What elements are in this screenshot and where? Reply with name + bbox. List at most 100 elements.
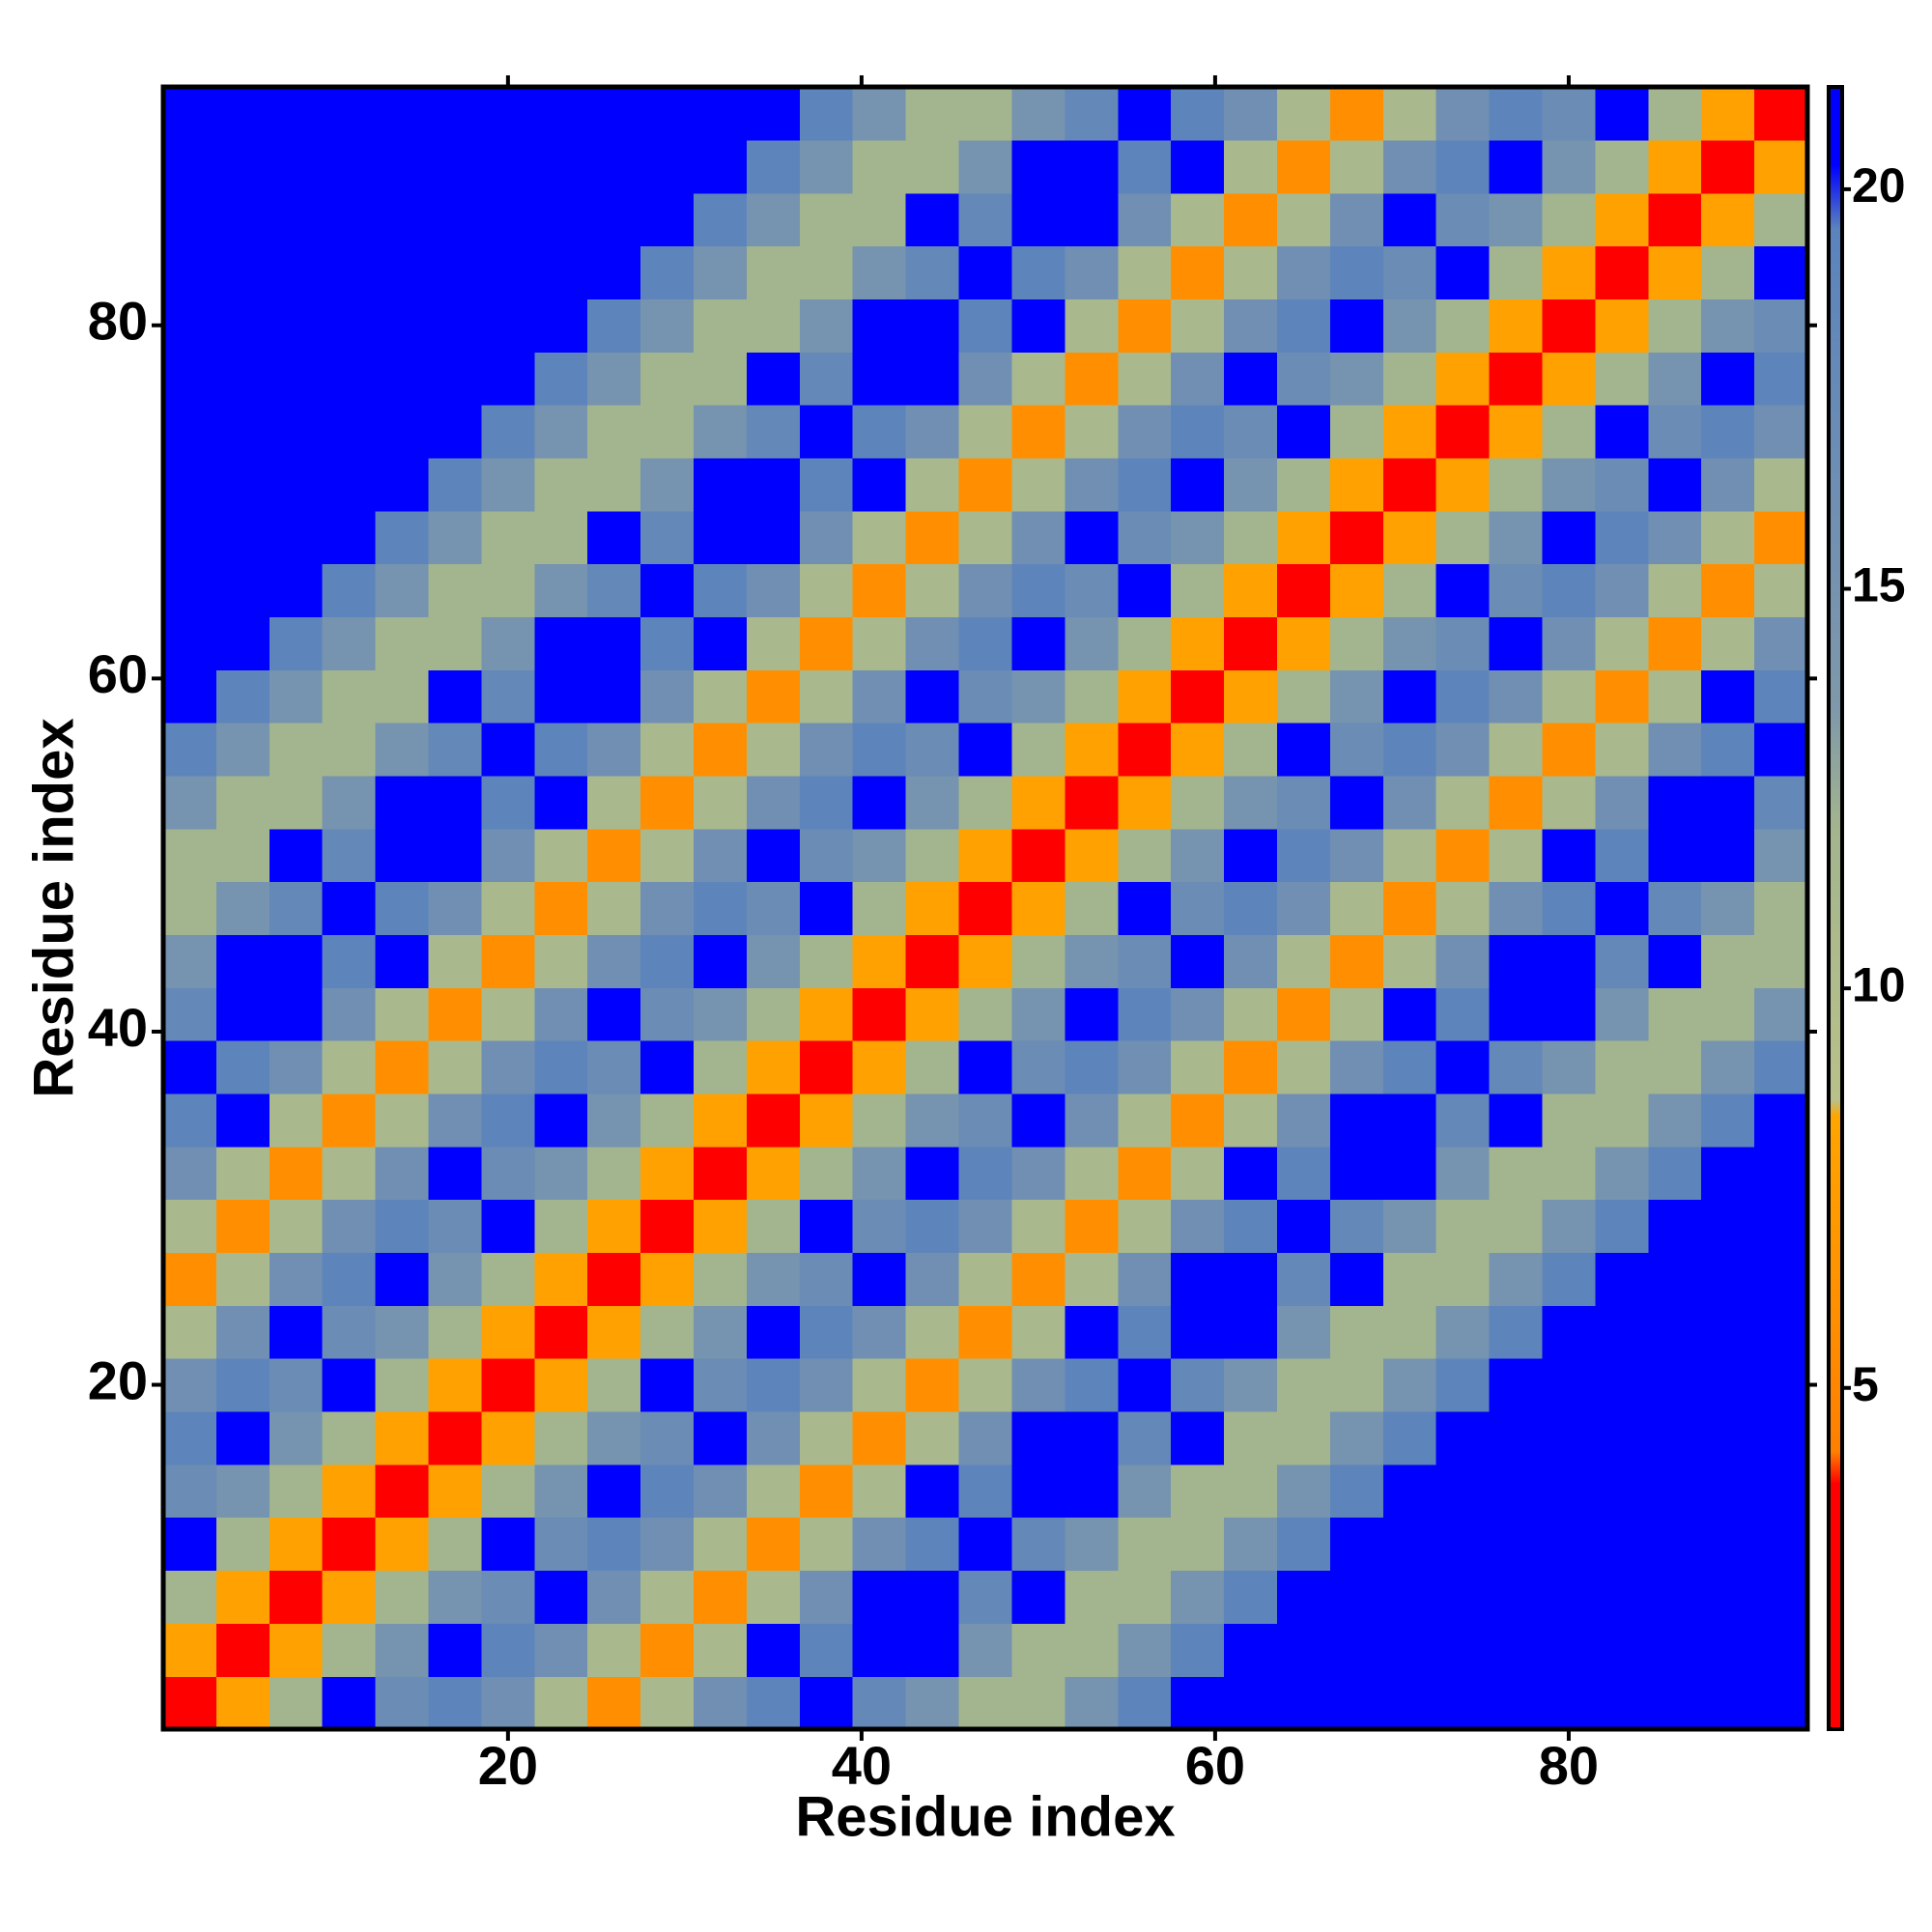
heatmap-cell: [163, 1676, 217, 1730]
heatmap-cell: [1382, 723, 1437, 777]
heatmap-cell: [322, 828, 377, 883]
heatmap-cell: [163, 1093, 217, 1148]
heatmap-cell: [1118, 669, 1172, 724]
heatmap-cell: [1435, 1463, 1491, 1519]
heatmap-cell: [1435, 1252, 1491, 1306]
heatmap-cell: [322, 298, 377, 353]
heatmap-cell: [1224, 828, 1278, 883]
heatmap-cell: [799, 510, 854, 565]
heatmap-cell: [534, 405, 588, 459]
heatmap-cell: [587, 1410, 641, 1465]
heatmap-cell: [1701, 405, 1755, 459]
heatmap-cell: [852, 669, 907, 724]
heatmap-cell: [1754, 669, 1808, 724]
heatmap-cell: [1648, 1358, 1702, 1412]
heatmap-cell: [1276, 1252, 1331, 1306]
heatmap-cell: [1276, 1305, 1331, 1359]
heatmap-cell: [1065, 245, 1119, 299]
heatmap-cell: [428, 1146, 483, 1201]
heatmap-cell: [1542, 1199, 1596, 1254]
heatmap-cell: [1118, 881, 1172, 936]
heatmap-cell: [428, 1676, 483, 1730]
colorbar-tick-label: 10: [1852, 957, 1906, 1011]
heatmap-cell: [1648, 1676, 1702, 1730]
heatmap-cell: [215, 1623, 270, 1677]
heatmap-cell: [534, 1252, 588, 1306]
heatmap-cell: [1011, 1358, 1065, 1412]
heatmap-cell: [1489, 1358, 1544, 1412]
x-axis-title: Residue index: [795, 1785, 1175, 1848]
heatmap-cell: [905, 1093, 960, 1148]
heatmap-cell: [1382, 1517, 1437, 1572]
heatmap-cell: [1118, 987, 1172, 1041]
heatmap-cell: [1224, 616, 1278, 670]
heatmap-cell: [428, 934, 483, 988]
heatmap-cell: [1595, 1676, 1649, 1730]
heatmap-cell: [1382, 192, 1437, 247]
heatmap-cell: [1382, 1676, 1437, 1730]
heatmap-cell: [322, 245, 377, 299]
heatmap-cell: [1648, 1252, 1702, 1306]
heatmap-cell: [1595, 139, 1649, 194]
heatmap-cell: [1382, 669, 1437, 724]
heatmap-cell: [1329, 934, 1384, 988]
heatmap-cell: [1701, 723, 1755, 777]
heatmap-cell: [428, 1570, 483, 1624]
heatmap-cell: [1435, 1623, 1491, 1677]
heatmap-cell: [587, 1517, 641, 1572]
heatmap-cell: [163, 669, 217, 724]
heatmap-cell: [1542, 1676, 1596, 1730]
heatmap-cell: [534, 1570, 588, 1624]
heatmap-cell: [1276, 669, 1331, 724]
heatmap-cell: [958, 510, 1013, 565]
heatmap-cell: [481, 1093, 535, 1148]
heatmap-cell: [1118, 1358, 1172, 1412]
heatmap-cell: [905, 352, 960, 406]
heatmap-cell: [1224, 1623, 1278, 1677]
heatmap-cell: [1435, 1517, 1491, 1572]
heatmap-cell: [852, 510, 907, 565]
heatmap-cell: [428, 1358, 483, 1412]
heatmap-cell: [1276, 616, 1331, 670]
heatmap-cell: [1435, 510, 1491, 565]
heatmap-cell: [1171, 987, 1225, 1041]
heatmap-cell: [587, 828, 641, 883]
heatmap-cell: [215, 87, 270, 141]
heatmap-cell: [163, 245, 217, 299]
heatmap-cell: [1754, 1093, 1808, 1148]
heatmap-cell: [587, 987, 641, 1041]
heatmap-cell: [163, 563, 217, 617]
heatmap-cell: [163, 298, 217, 353]
heatmap-cell: [640, 1463, 695, 1519]
heatmap-cell: [1329, 1358, 1384, 1412]
heatmap-cell: [1011, 1676, 1065, 1730]
heatmap-cell: [215, 139, 270, 194]
heatmap-cell: [1489, 245, 1544, 299]
heatmap-cell: [852, 1358, 907, 1412]
heatmap-cell: [1754, 1410, 1808, 1465]
heatmap-cells: [163, 87, 1808, 1730]
heatmap-cell: [322, 723, 377, 777]
heatmap-cell: [746, 1358, 801, 1412]
heatmap-cell: [1489, 723, 1544, 777]
heatmap-cell: [1489, 1410, 1544, 1465]
heatmap-cell: [215, 1358, 270, 1412]
heatmap-cell: [1065, 1199, 1119, 1254]
heatmap-cell: [215, 1040, 270, 1094]
heatmap-cell: [1065, 1463, 1119, 1519]
heatmap-cell: [163, 510, 217, 565]
heatmap-cell: [1224, 298, 1278, 353]
x-tick-label: 40: [832, 1735, 892, 1796]
heatmap-cell: [1329, 616, 1384, 670]
heatmap-cell: [1382, 881, 1437, 936]
heatmap-cell: [215, 775, 270, 830]
heatmap-cell: [428, 1410, 483, 1465]
heatmap-cell: [1382, 1199, 1437, 1254]
heatmap-cell: [1118, 1463, 1172, 1519]
heatmap-cell: [640, 563, 695, 617]
heatmap-cell: [269, 405, 324, 459]
heatmap-cell: [1701, 1146, 1755, 1201]
heatmap-cell: [375, 616, 430, 670]
heatmap-cell: [1648, 934, 1702, 988]
heatmap-cell: [1011, 1199, 1065, 1254]
